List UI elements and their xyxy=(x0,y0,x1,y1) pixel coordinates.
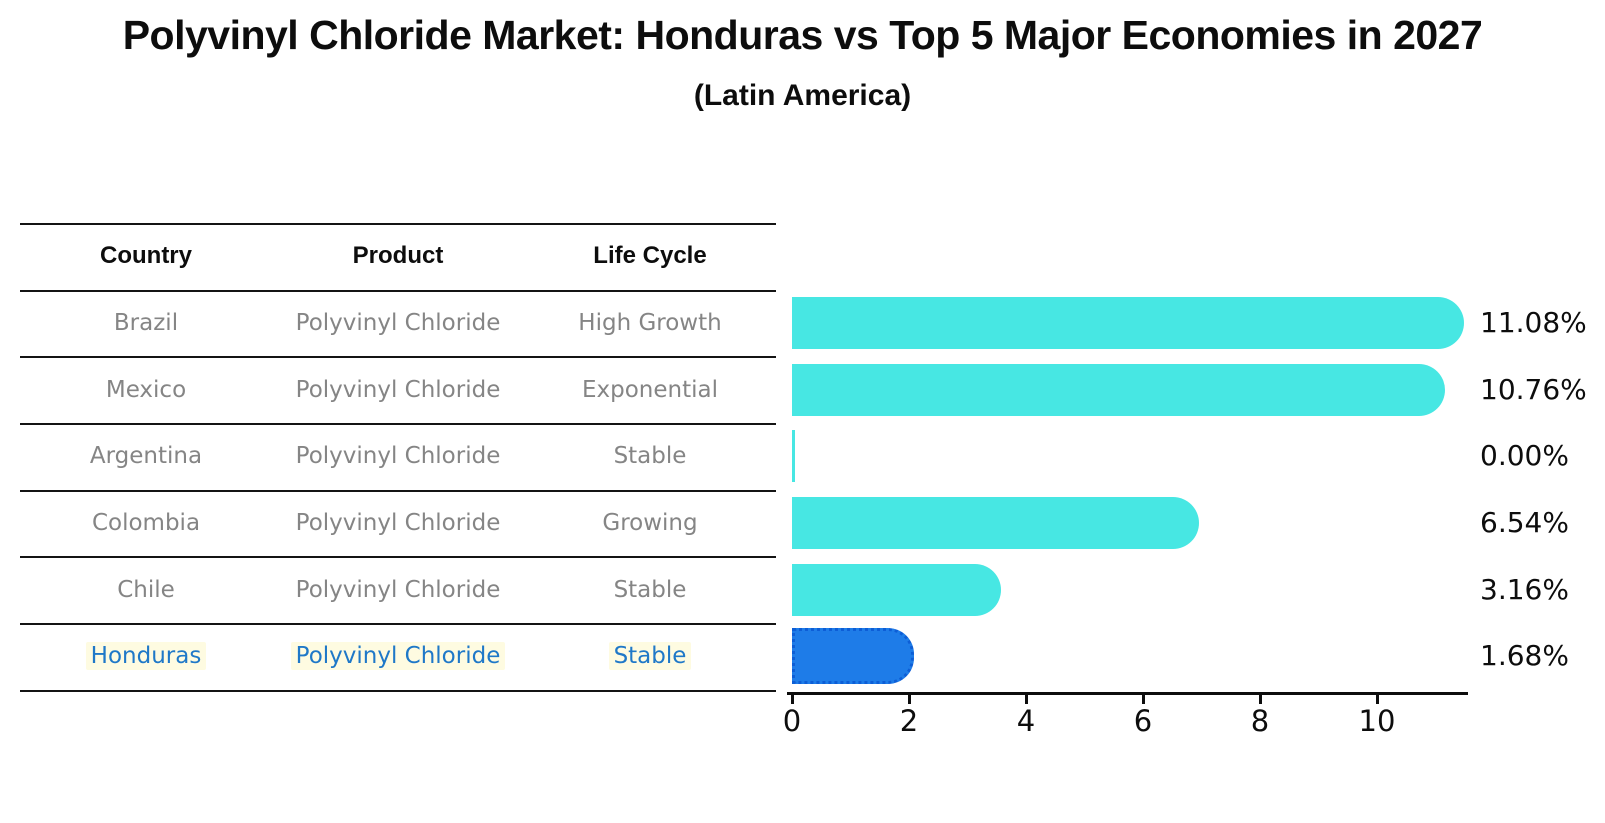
cell-life-cycle: High Growth xyxy=(578,310,722,336)
bar-mexico xyxy=(792,364,1445,416)
bar-brazil xyxy=(792,297,1464,349)
page-subtitle: (Latin America) xyxy=(693,79,912,112)
x-axis-tick-label: 8 xyxy=(1250,704,1270,738)
bar-argentina xyxy=(792,430,795,482)
bar-chile xyxy=(792,564,1001,616)
x-axis-tick-label: 4 xyxy=(1016,704,1036,738)
column-header-product: Product xyxy=(352,242,444,269)
cell-life-cycle: Exponential xyxy=(581,377,718,403)
cell-country: Mexico xyxy=(105,377,187,403)
cell-country: Brazil xyxy=(113,310,179,336)
cell-country: Chile xyxy=(117,577,175,603)
x-axis-tick xyxy=(1025,694,1028,704)
table-rule xyxy=(20,690,776,692)
x-axis-tick xyxy=(1376,694,1379,704)
bar-honduras-highlighted xyxy=(792,628,914,684)
cell-life-cycle: Stable xyxy=(613,443,687,469)
value-label: 11.08% xyxy=(1480,306,1587,339)
cell-country: Honduras xyxy=(20,639,272,673)
table-rule xyxy=(20,623,776,625)
cell-product: Polyvinyl Chloride xyxy=(295,443,501,469)
x-axis-tick-label: 2 xyxy=(899,704,919,738)
x-axis-tick xyxy=(1259,694,1262,704)
column-header-country: Country xyxy=(100,242,192,269)
cell-life-cycle: Stable xyxy=(524,639,776,673)
table-rule xyxy=(20,223,776,225)
table-rule xyxy=(20,556,776,558)
cell-life-cycle: Stable xyxy=(613,577,687,603)
cell-product: Polyvinyl Chloride xyxy=(272,639,524,673)
cell-product: Polyvinyl Chloride xyxy=(295,310,501,336)
value-label: 1.68% xyxy=(1480,639,1569,672)
table-rule xyxy=(20,423,776,425)
value-label: 3.16% xyxy=(1480,573,1569,606)
cell-country: Argentina xyxy=(89,443,203,469)
x-axis-line xyxy=(787,692,1468,695)
cell-product: Polyvinyl Chloride xyxy=(295,377,501,403)
x-axis-tick-label: 6 xyxy=(1133,704,1153,738)
cell-product: Polyvinyl Chloride xyxy=(295,577,501,603)
table-rule xyxy=(20,290,776,292)
column-header-life-cycle: Life Cycle xyxy=(593,242,707,269)
cell-product: Polyvinyl Chloride xyxy=(295,510,501,536)
page-title: Polyvinyl Chloride Market: Honduras vs T… xyxy=(122,12,1483,58)
x-axis-tick-label: 0 xyxy=(782,704,802,738)
cell-life-cycle: Growing xyxy=(602,510,698,536)
table-rule xyxy=(20,490,776,492)
table-rule xyxy=(20,356,776,358)
cell-country: Colombia xyxy=(91,510,201,536)
value-label: 0.00% xyxy=(1480,439,1569,472)
x-axis-tick-label: 10 xyxy=(1358,704,1396,738)
x-axis-tick xyxy=(1142,694,1145,704)
x-axis-tick xyxy=(908,694,911,704)
bar-colombia xyxy=(792,497,1199,549)
value-label: 10.76% xyxy=(1480,373,1587,406)
x-axis-tick xyxy=(791,694,794,704)
value-label: 6.54% xyxy=(1480,506,1569,539)
